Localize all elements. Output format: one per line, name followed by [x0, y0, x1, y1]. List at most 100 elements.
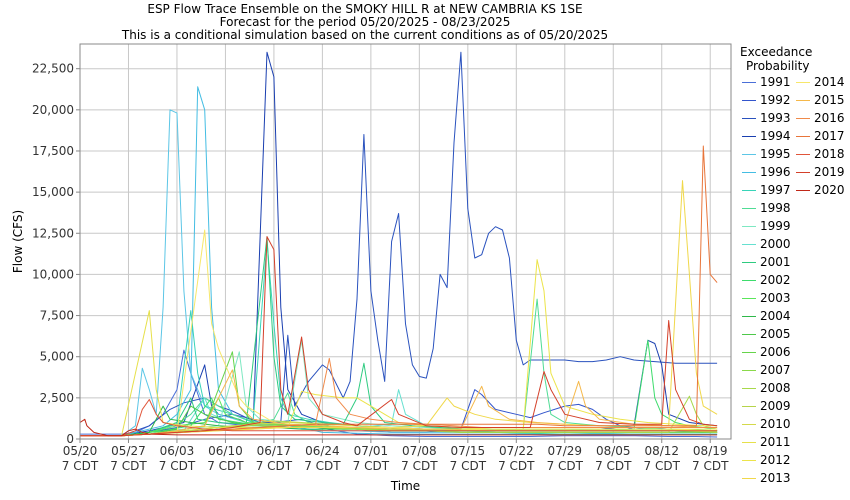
legend-swatch: [796, 118, 810, 119]
x-tick-label-date: 07/01: [354, 444, 389, 458]
y-tick-label: 15,000: [32, 185, 74, 199]
y-tick-label: 22,500: [32, 62, 74, 76]
y-tick-label: 2,500: [40, 391, 74, 405]
legend-swatch: [742, 370, 756, 371]
legend-swatch: [742, 406, 756, 407]
legend-label: 1992: [760, 93, 791, 107]
legend-label: 2010: [760, 417, 791, 431]
x-tick-label-date: 08/12: [644, 444, 679, 458]
legend-item-1994: 1994: [742, 129, 791, 143]
legend-item-1995: 1995: [742, 147, 791, 161]
legend-label: 2000: [760, 237, 791, 251]
x-tick-label-date: 07/22: [499, 444, 534, 458]
legend-label: 2007: [760, 363, 791, 377]
legend-item-2006: 2006: [742, 345, 791, 359]
legend-item-2016: 2016: [796, 111, 845, 125]
x-tick-label-date: 08/19: [693, 444, 728, 458]
legend-label: 2004: [760, 309, 791, 323]
legend-label: 2009: [760, 399, 791, 413]
legend-swatch: [742, 190, 756, 191]
legend-swatch: [742, 208, 756, 209]
legend-label: 2014: [814, 75, 845, 89]
legend-swatch: [742, 460, 756, 461]
legend-item-2019: 2019: [796, 165, 845, 179]
x-tick-label-date: 06/17: [257, 444, 292, 458]
legend-item-2011: 2011: [742, 435, 791, 449]
legend-swatch: [742, 136, 756, 137]
legend-label: 2016: [814, 111, 845, 125]
legend-label: 2015: [814, 93, 845, 107]
legend-item-2012: 2012: [742, 453, 791, 467]
legend-swatch: [796, 190, 810, 191]
legend-title-line2: Probability: [746, 59, 810, 73]
legend-item-1993: 1993: [742, 111, 791, 125]
legend-swatch: [742, 352, 756, 353]
series-line-2015: [80, 369, 718, 437]
legend-swatch: [742, 100, 756, 101]
legend-item-2001: 2001: [742, 255, 791, 269]
legend-swatch: [742, 82, 756, 83]
legend-label: 1996: [760, 165, 791, 179]
legend-swatch: [742, 118, 756, 119]
x-tick-label-time: 7 CDT: [644, 459, 681, 473]
legend-item-2015: 2015: [796, 93, 845, 107]
legend-item-2007: 2007: [742, 363, 791, 377]
legend-title: Exceedance Probability: [740, 45, 812, 73]
legend-item-2014: 2014: [796, 75, 845, 89]
legend-swatch: [742, 172, 756, 173]
x-tick-label-date: 06/24: [305, 444, 340, 458]
legend-label: 2020: [814, 183, 845, 197]
x-tick-label-date: 08/05: [596, 444, 631, 458]
legend-item-1999: 1999: [742, 219, 791, 233]
legend-item-2017: 2017: [796, 129, 845, 143]
legend-swatch: [742, 316, 756, 317]
chart-title: ESP Flow Trace Ensemble on the SMOKY HIL…: [147, 2, 583, 16]
legend-label: 2019: [814, 165, 845, 179]
y-tick-label: 17,500: [32, 144, 74, 158]
legend-swatch: [796, 172, 810, 173]
y-tick-label: 10,000: [32, 267, 74, 281]
legend-label: 2017: [814, 129, 845, 143]
legend-label: 1997: [760, 183, 791, 197]
x-tick-label-time: 7 CDT: [353, 459, 390, 473]
legend-swatch: [742, 424, 756, 425]
x-tick-label-date: 06/10: [208, 444, 243, 458]
y-tick-label: 0: [66, 432, 74, 446]
legend-item-2018: 2018: [796, 147, 845, 161]
legend-label: 2018: [814, 147, 845, 161]
series-line-2013: [80, 180, 718, 437]
legend-label: 2005: [760, 327, 791, 341]
legend-label: 2012: [760, 453, 791, 467]
x-tick-label-time: 7 CDT: [498, 459, 535, 473]
x-tick-label-time: 7 CDT: [207, 459, 244, 473]
x-tick-label-time: 7 CDT: [256, 459, 293, 473]
legend-swatch: [742, 226, 756, 227]
legend-swatch: [742, 478, 756, 479]
x-tick-label-time: 7 CDT: [450, 459, 487, 473]
x-tick-label-time: 7 CDT: [159, 459, 196, 473]
series-line-1997: [80, 241, 718, 437]
x-tick-label-date: 07/08: [402, 444, 437, 458]
legend-label: 2008: [760, 381, 791, 395]
chart-subtitle-period: Forecast for the period 05/20/2025 - 08/…: [219, 15, 511, 29]
plot-border: [79, 43, 732, 440]
y-tick-label: 5,000: [40, 350, 74, 364]
legend-item-1997: 1997: [742, 183, 791, 197]
legend-swatch: [796, 82, 810, 83]
legend-swatch: [742, 442, 756, 443]
legend-swatch: [742, 280, 756, 281]
chart-subtitle-conditions: This is a conditional simulation based o…: [121, 28, 609, 42]
legend-title-line1: Exceedance: [740, 45, 813, 59]
legend-swatch: [742, 334, 756, 335]
y-tick-label: 12,500: [32, 226, 74, 240]
y-tick-label: 7,500: [40, 309, 74, 323]
legend-item-1991: 1991: [742, 75, 791, 89]
y-axis-label: Flow (CFS): [11, 210, 25, 273]
x-tick-label-time: 7 CDT: [595, 459, 632, 473]
legend-label: 2006: [760, 345, 791, 359]
x-tick-label-date: 05/27: [111, 444, 146, 458]
legend-item-2013: 2013: [742, 471, 791, 485]
legend-swatch: [796, 154, 810, 155]
x-tick-label-date: 06/03: [160, 444, 195, 458]
